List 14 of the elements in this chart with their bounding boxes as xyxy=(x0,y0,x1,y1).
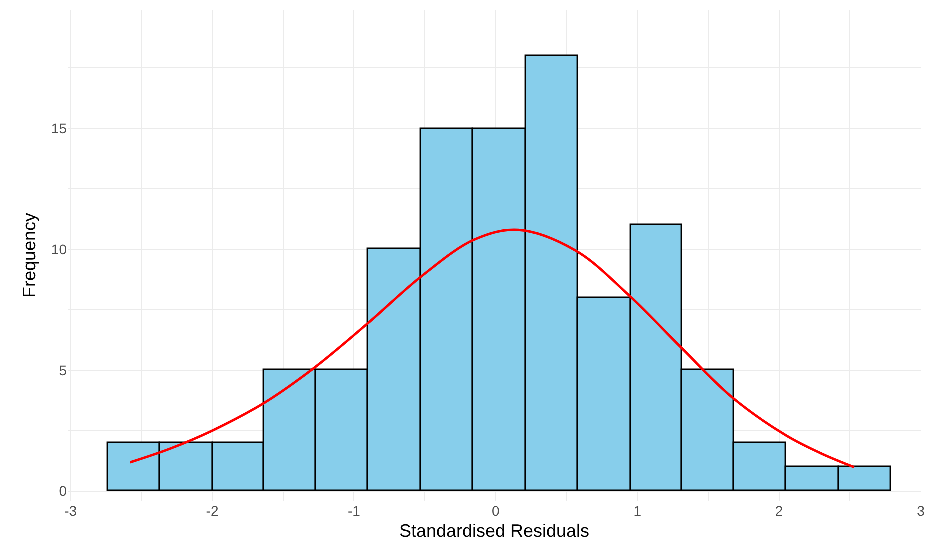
y-tick-label: 10 xyxy=(51,241,68,258)
x-tick-label: 2 xyxy=(775,503,784,519)
line-series xyxy=(129,228,856,469)
x-tick-label: 0 xyxy=(492,503,500,519)
x-tick-label: -3 xyxy=(64,503,78,519)
x-tick-label: -2 xyxy=(206,503,219,519)
y-axis-title: Frequency xyxy=(20,212,40,298)
x-tick-label: 3 xyxy=(917,503,926,519)
x-tick-label: -1 xyxy=(348,503,361,519)
y-tick-label: 5 xyxy=(59,362,68,378)
x-axis-title: Standardised Residuals xyxy=(399,521,590,542)
y-tick-label: 0 xyxy=(59,483,68,500)
y-tick-label: 15 xyxy=(51,120,68,136)
x-tick-label: 1 xyxy=(634,503,642,519)
